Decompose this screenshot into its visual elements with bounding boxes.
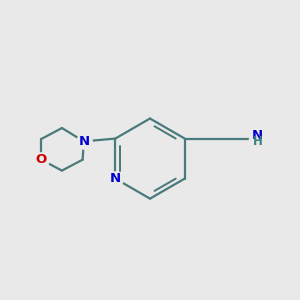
Text: N: N bbox=[78, 135, 89, 148]
Text: N: N bbox=[252, 129, 263, 142]
Text: O: O bbox=[36, 153, 47, 166]
Text: H: H bbox=[253, 136, 262, 148]
Text: N: N bbox=[110, 172, 121, 185]
